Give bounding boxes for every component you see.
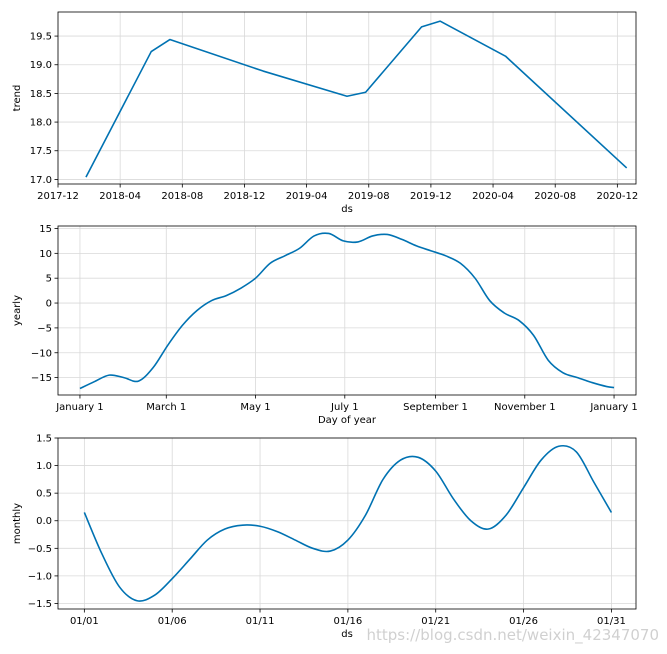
x-tick-label: 01/16 [333, 616, 362, 627]
y-tick-label: −10 [31, 348, 52, 359]
y-tick-label: −1.0 [28, 571, 52, 582]
x-axis-label: ds [341, 204, 353, 215]
y-tick-label: 18.0 [30, 118, 52, 129]
y-tick-label: 19.0 [30, 60, 52, 71]
x-tick-label: 01/06 [158, 616, 187, 627]
y-axis-label: monthly [12, 503, 23, 544]
y-tick-label: 1.5 [36, 434, 52, 445]
x-tick-label: 2018-08 [161, 191, 203, 202]
axes-frame [57, 437, 637, 610]
x-tick-label: January 1 [589, 402, 637, 413]
x-tick-label: 2018-12 [224, 191, 266, 202]
x-tick-label: 01/01 [70, 616, 99, 627]
y-tick-label: −5 [37, 323, 52, 334]
x-tick-label: July 1 [330, 402, 359, 413]
x-tick-label: 2019-12 [410, 191, 452, 202]
x-tick-label: 2020-08 [534, 191, 576, 202]
y-tick-label: 1.0 [36, 461, 52, 472]
x-axis-label: ds [341, 629, 353, 640]
x-tick-label: 01/26 [509, 616, 538, 627]
x-tick-label: 2017-12 [37, 191, 79, 202]
watermark: https://blog.csdn.net/weixin_42347070 [366, 626, 659, 644]
y-tick-label: 19.5 [30, 32, 52, 43]
trend-panel: 2017-12 2018-04 2018-08 2018-12 2019-04 2019-… [12, 11, 638, 215]
x-tick-label: 01/11 [246, 616, 275, 627]
y-tick-label: −0.5 [28, 544, 52, 555]
x-tick-label: 01/21 [421, 616, 450, 627]
y-axis-label: yearly [12, 295, 23, 326]
x-axis-label: Day of year [318, 415, 377, 426]
y-tick-label: −15 [31, 373, 52, 384]
x-tick-label: 2019-04 [286, 191, 328, 202]
x-tick-label: March 1 [146, 402, 186, 413]
axes-frame [57, 225, 637, 396]
y-tick-label: 0.5 [36, 489, 52, 500]
series-line [79, 232, 615, 390]
y-tick-label: 0.0 [36, 516, 52, 527]
monthly-panel: 01/01 01/06 01/11 01/16 01/21 01/26 01/31 −1.5 −… [12, 434, 637, 640]
x-tick-label: January 1 [55, 402, 103, 413]
y-tick-label: 18.5 [30, 89, 52, 100]
axes-frame [57, 11, 637, 185]
y-tick-label: 10 [39, 249, 52, 260]
y-tick-label: 0 [46, 299, 52, 310]
y-tick-label: 17.0 [30, 175, 52, 186]
x-tick-label: 2020-04 [472, 191, 514, 202]
x-tick-label: 2018-04 [99, 191, 141, 202]
y-tick-label: 17.5 [30, 146, 52, 157]
y-tick-label: −1.5 [28, 599, 52, 610]
x-tick-label: May 1 [240, 402, 270, 413]
yearly-panel: January 1 March 1 May 1 July 1 September 1 No… [12, 224, 638, 426]
x-tick-label: November 1 [494, 402, 556, 413]
x-tick-label: 2020-12 [596, 191, 638, 202]
x-tick-label: 01/31 [597, 616, 626, 627]
y-tick-label: 5 [46, 274, 52, 285]
series-line [83, 444, 613, 602]
y-tick-label: 15 [39, 224, 52, 235]
x-tick-label: September 1 [403, 402, 468, 413]
x-tick-label: 2019-08 [348, 191, 390, 202]
series-line [85, 20, 628, 178]
y-axis-label: trend [12, 85, 23, 112]
